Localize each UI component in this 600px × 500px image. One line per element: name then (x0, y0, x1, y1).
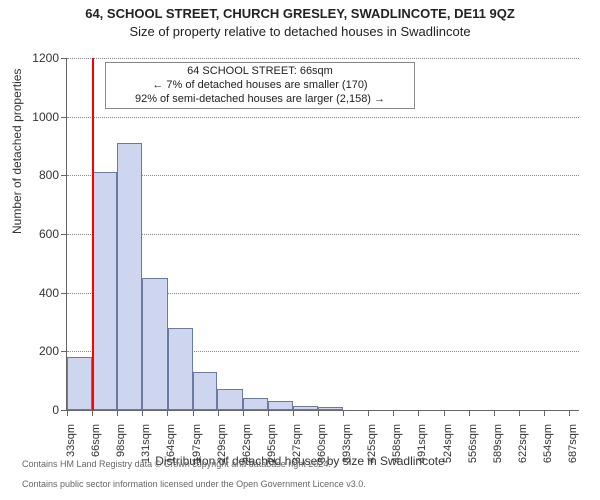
x-tick (67, 410, 68, 416)
y-tick (61, 234, 67, 235)
y-tick-label: 200 (39, 344, 59, 358)
x-tick (142, 410, 143, 416)
x-tick (519, 410, 520, 416)
x-tick (193, 410, 194, 416)
y-tick-label: 1000 (32, 110, 59, 124)
gridline (67, 175, 579, 176)
annotation-line: 64 SCHOOL STREET: 66sqm (112, 65, 408, 79)
y-tick-label: 800 (39, 168, 59, 182)
x-tick (343, 410, 344, 416)
y-tick (61, 351, 67, 352)
histogram-bar (142, 278, 167, 410)
y-tick-label: 400 (39, 286, 59, 300)
footer-line-2: Contains public sector information licen… (22, 479, 366, 489)
y-tick-label: 600 (39, 227, 59, 241)
x-tick (218, 410, 219, 416)
histogram-bar (268, 401, 293, 410)
y-tick (61, 293, 67, 294)
x-tick (469, 410, 470, 416)
histogram-bar (193, 372, 218, 410)
annotation-line: ← 7% of detached houses are smaller (170… (112, 79, 408, 93)
x-tick (368, 410, 369, 416)
x-tick (167, 410, 168, 416)
x-tick (494, 410, 495, 416)
footer-line-1: Contains HM Land Registry data © Crown c… (22, 459, 331, 469)
x-tick (243, 410, 244, 416)
x-tick (444, 410, 445, 416)
x-tick (393, 410, 394, 416)
histogram-bar (318, 407, 343, 410)
y-tick-label: 0 (52, 403, 59, 417)
footer-attribution: Contains HM Land Registry data © Crown c… (12, 448, 366, 500)
x-tick (544, 410, 545, 416)
x-tick (92, 410, 93, 416)
annotation-line: 92% of semi-detached houses are larger (… (112, 93, 408, 107)
x-tick (268, 410, 269, 416)
chart-subtitle: Size of property relative to detached ho… (0, 24, 600, 39)
chart-title: 64, SCHOOL STREET, CHURCH GRESLEY, SWADL… (0, 6, 600, 21)
annotation-box: 64 SCHOOL STREET: 66sqm← 7% of detached … (105, 62, 415, 109)
x-tick (293, 410, 294, 416)
y-tick-label: 1200 (32, 51, 59, 65)
x-tick (418, 410, 419, 416)
y-axis-title: Number of detached properties (10, 69, 24, 234)
gridline (67, 117, 579, 118)
histogram-bar (293, 406, 318, 410)
x-tick (569, 410, 570, 416)
histogram-bar (67, 357, 92, 410)
y-tick (61, 58, 67, 59)
marker-line (92, 58, 94, 410)
x-tick (117, 410, 118, 416)
histogram-bar (92, 172, 117, 410)
histogram-bar (217, 389, 242, 410)
gridline (67, 58, 579, 59)
y-tick (61, 175, 67, 176)
figure: { "title": { "text": "64, SCHOOL STREET,… (0, 0, 600, 500)
y-tick (61, 117, 67, 118)
x-tick (318, 410, 319, 416)
histogram-bar (243, 398, 268, 410)
plot-area: 02004006008001000120033sqm66sqm98sqm131s… (66, 58, 579, 411)
histogram-bar (168, 328, 193, 410)
histogram-bar (117, 143, 142, 410)
gridline (67, 234, 579, 235)
